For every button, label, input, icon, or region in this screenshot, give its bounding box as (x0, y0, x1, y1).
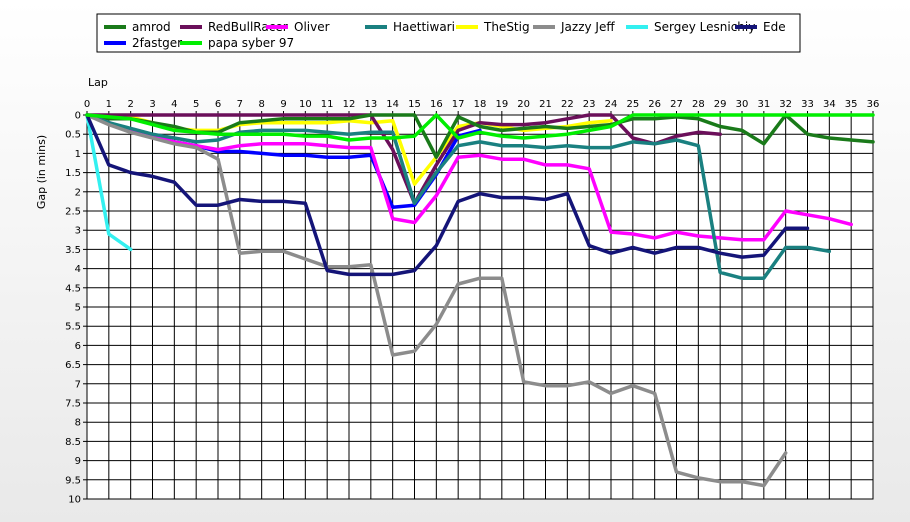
y-tick-label: 9 (75, 456, 81, 467)
x-tick-label: 18 (474, 99, 487, 110)
y-tick-label: 2 (75, 187, 81, 198)
y-tick-label: 8.5 (65, 437, 81, 448)
y-tick-label: 2.5 (65, 207, 81, 218)
series-line-oliver (85, 113, 853, 242)
legend-label: Haettiwari (393, 20, 455, 34)
y-axis-title: Gap (in mins) (35, 135, 48, 209)
x-tick-label: 17 (452, 99, 465, 110)
series-line-redbullracer (85, 113, 722, 206)
legend-box (96, 13, 801, 53)
y-tick-label: 1 (75, 149, 81, 160)
legend-label: RedBullRacer (208, 20, 288, 34)
legend-label: Ede (763, 20, 786, 34)
x-tick-label: 26 (648, 99, 661, 110)
y-tick-label: 3.5 (65, 245, 81, 256)
y-tick-label: 7 (75, 379, 81, 390)
x-tick-label: 10 (299, 99, 312, 110)
series-lines (85, 113, 875, 488)
y-tick-label: 8 (75, 418, 81, 429)
x-tick-label: 19 (495, 99, 508, 110)
legend-label: amrod (132, 20, 171, 34)
y-axis-ticks: 0 0.5 1 1.5 2 2.5 3 3.5 4 4.5 5 5.5 6 6.5 7 7.5 8 8.5 9 9.5… (65, 111, 87, 506)
x-tick-label: 25 (626, 99, 639, 110)
legend-label: Sergey Lesnichiy (654, 20, 755, 34)
x-tick-label: 22 (561, 99, 574, 110)
x-tick-label: 29 (714, 99, 727, 110)
y-tick-label: 4 (75, 264, 81, 275)
x-tick-label: 36 (867, 99, 880, 110)
y-tick-label: 1.5 (65, 168, 81, 179)
y-tick-label: 6 (75, 341, 81, 352)
x-tick-label: 5 (193, 99, 199, 110)
x-tick-label: 0 (84, 99, 90, 110)
x-tick-label: 12 (343, 99, 356, 110)
y-tick-label: 0.5 (65, 130, 81, 141)
x-tick-label: 13 (364, 99, 377, 110)
x-tick-label: 34 (823, 99, 836, 110)
x-tick-label: 6 (215, 99, 221, 110)
legend-label: papa syber 97 (208, 36, 294, 50)
legend: amrod RedBullRacer Oliver Haettiwari TheStig… (96, 13, 801, 53)
y-tick-label: 0 (75, 111, 81, 122)
x-tick-label: 14 (386, 99, 399, 110)
series-line-sergey-lesnichiy (85, 113, 133, 252)
y-tick-label: 9.5 (65, 475, 81, 486)
y-tick-label: 4.5 (65, 283, 81, 294)
legend-label: Oliver (294, 20, 330, 34)
y-tick-label: 5 (75, 303, 81, 314)
x-tick-label: 4 (171, 99, 177, 110)
y-tick-label: 7.5 (65, 399, 81, 410)
series-line-papa-syber-97 (85, 113, 875, 142)
x-tick-label: 9 (280, 99, 286, 110)
x-tick-label: 7 (237, 99, 243, 110)
x-tick-label: 33 (801, 99, 814, 110)
legend-label: Jazzy Jeff (560, 20, 615, 34)
legend-label: TheStig (483, 20, 530, 34)
x-tick-label: 20 (517, 99, 530, 110)
x-tick-label: 21 (539, 99, 552, 110)
grid (86, 114, 874, 500)
series-line-jazzy-jeff (85, 113, 788, 488)
x-tick-label: 11 (321, 99, 334, 110)
x-tick-label: 24 (605, 99, 618, 110)
x-tick-label: 3 (149, 99, 155, 110)
x-tick-label: 23 (583, 99, 596, 110)
legend-label: 2fastger (132, 36, 182, 50)
x-tick-label: 32 (779, 99, 792, 110)
x-tick-label: 35 (845, 99, 858, 110)
x-axis-title: Lap (88, 76, 108, 89)
series-line-haettiwari (85, 113, 832, 280)
x-axis-ticks: 0 1 2 3 4 5 6 7 8 9 10 11 12 13 14 15 16 17 18 19 20 21 22 23 24… (84, 99, 880, 115)
x-tick-label: 8 (258, 99, 264, 110)
series-line-amrod (85, 113, 875, 159)
y-tick-label: 5.5 (65, 322, 81, 333)
x-tick-label: 1 (106, 99, 112, 110)
x-tick-label: 31 (757, 99, 770, 110)
series-line-ede (85, 113, 810, 277)
y-tick-label: 3 (75, 226, 81, 237)
series-line-thestig (85, 113, 613, 186)
x-tick-label: 15 (408, 99, 421, 110)
x-tick-label: 27 (670, 99, 683, 110)
x-tick-label: 30 (736, 99, 749, 110)
y-tick-label: 10 (68, 495, 81, 506)
x-tick-label: 28 (692, 99, 705, 110)
y-tick-label: 6.5 (65, 360, 81, 371)
x-tick-label: 16 (430, 99, 443, 110)
x-tick-label: 2 (127, 99, 133, 110)
